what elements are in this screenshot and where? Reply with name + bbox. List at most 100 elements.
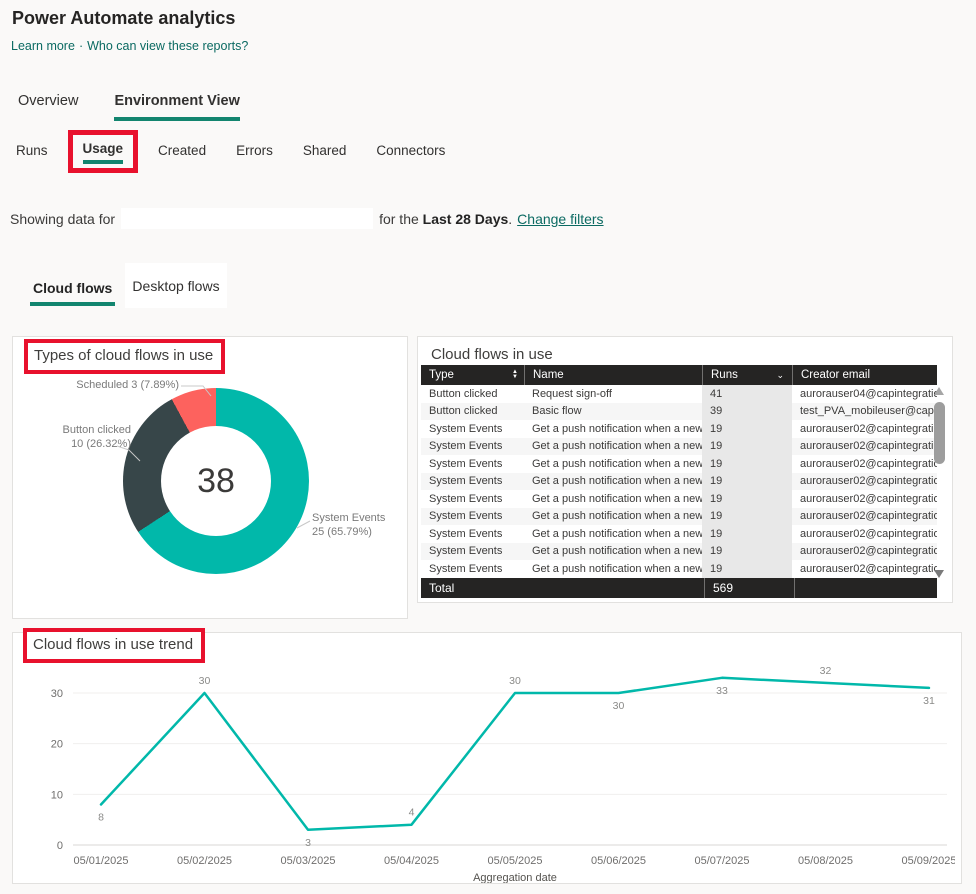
cell-runs: 19 bbox=[702, 420, 792, 438]
table-row[interactable]: Button clicked Request sign-off 41 auroraus… bbox=[421, 385, 937, 403]
svg-text:30: 30 bbox=[613, 700, 625, 712]
table-body: Button clicked Request sign-off 41 auroraus… bbox=[421, 385, 937, 578]
filter-period-suffix: . bbox=[508, 210, 513, 227]
link-separator: · bbox=[78, 39, 84, 53]
column-header-name[interactable]: Name bbox=[524, 365, 702, 385]
donut-card-title: Types of cloud flows in use bbox=[34, 347, 214, 364]
cell-name: Basic flow bbox=[532, 405, 582, 418]
page-title: Power Automate analytics bbox=[12, 8, 236, 28]
cell-creator: aurorauser02@capintegration01.onmic... bbox=[800, 422, 937, 435]
chevron-down-icon[interactable]: ⌄ bbox=[776, 369, 784, 380]
svg-text:33: 33 bbox=[716, 685, 728, 697]
svg-text:30: 30 bbox=[509, 675, 521, 687]
filter-summary: Showing data for for the Last 28 Days. C… bbox=[10, 208, 604, 229]
cell-name: Request sign-off bbox=[532, 387, 612, 400]
table-row[interactable]: System Events Get a push notification whe… bbox=[421, 420, 937, 438]
cell-creator: aurorauser02@capintegration01.onmic... bbox=[800, 527, 937, 540]
cell-creator: aurorauser02@capintegration01.onmic... bbox=[800, 562, 937, 575]
trend-title-annotation-box: Cloud flows in use trend bbox=[23, 628, 206, 663]
cloud-flows-in-use-card: Cloud flows in use Type ▲ ▼ Name Runs ⌄ C… bbox=[417, 336, 953, 603]
cell-runs: 19 bbox=[702, 490, 792, 508]
redacted-environment-name bbox=[121, 208, 374, 229]
donut-label-scheduled: Scheduled 3 (7.89%) bbox=[76, 379, 179, 391]
tab-runs[interactable]: Runs bbox=[16, 143, 48, 158]
column-header-creator-label: Creator email bbox=[801, 369, 871, 381]
table-scrollbar[interactable] bbox=[933, 385, 946, 578]
cell-name: Get a push notification when a new file … bbox=[532, 545, 702, 558]
cell-runs: 41 bbox=[702, 385, 792, 403]
cell-type: System Events bbox=[429, 440, 503, 453]
cell-type: System Events bbox=[429, 527, 503, 540]
tab-errors[interactable]: Errors bbox=[236, 143, 273, 158]
scrollbar-thumb[interactable] bbox=[934, 402, 945, 464]
cell-runs: 19 bbox=[702, 437, 792, 455]
cell-type: System Events bbox=[429, 562, 503, 575]
table-row[interactable]: System Events Get a push notification whe… bbox=[421, 542, 937, 560]
svg-text:32: 32 bbox=[820, 665, 832, 677]
change-filters-link[interactable]: Change filters bbox=[517, 210, 604, 227]
table-row[interactable]: System Events Get a push notification whe… bbox=[421, 437, 937, 455]
cell-type: System Events bbox=[429, 457, 503, 470]
donut-label-system-line2: 25 (65.79%) bbox=[312, 526, 372, 538]
cell-type: Button clicked bbox=[429, 387, 498, 400]
donut-label-button-clicked: Button clicked 10 (26.32%) bbox=[37, 423, 131, 451]
donut-title-annotation-box: Types of cloud flows in use bbox=[24, 339, 226, 374]
cell-creator: test_PVA_mobileuser@capintegration0... bbox=[800, 405, 937, 418]
tab-connectors[interactable]: Connectors bbox=[376, 143, 446, 158]
tab-shared[interactable]: Shared bbox=[302, 143, 347, 158]
table-row[interactable]: System Events Get a push notification whe… bbox=[421, 490, 937, 508]
who-can-view-link[interactable]: Who can view these reports? bbox=[87, 39, 249, 53]
cell-name: Get a push notification when a new file … bbox=[532, 527, 702, 540]
cloud-flows-trend-card: Cloud flows in use trend 0 10 20 30 8 05/01/2… bbox=[12, 628, 962, 884]
svg-text:31: 31 bbox=[923, 695, 935, 707]
column-header-name-label: Name bbox=[533, 369, 564, 381]
tab-environment-view[interactable]: Environment View bbox=[114, 93, 240, 121]
svg-text:05/04/2025: 05/04/2025 bbox=[384, 855, 439, 867]
tab-usage-highlight-box[interactable]: Usage bbox=[67, 129, 139, 173]
cell-creator: aurorauser02@capintegration01.onmic... bbox=[800, 475, 937, 488]
svg-text:3: 3 bbox=[305, 837, 311, 849]
learn-more-link[interactable]: Learn more bbox=[11, 39, 75, 53]
donut-label-button-line2: 10 (26.32%) bbox=[71, 438, 131, 450]
sort-icon[interactable]: ▲ ▼ bbox=[512, 369, 518, 380]
table-row[interactable]: System Events Get a push notification whe… bbox=[421, 507, 937, 525]
column-header-type[interactable]: Type ▲ ▼ bbox=[421, 365, 524, 385]
column-header-runs-label: Runs bbox=[711, 369, 738, 381]
table-row[interactable]: System Events Get a push notification whe… bbox=[421, 560, 937, 578]
svg-text:05/06/2025: 05/06/2025 bbox=[591, 855, 646, 867]
scroll-down-icon[interactable] bbox=[934, 570, 944, 578]
tab-cloud-flows[interactable]: Cloud flows bbox=[30, 280, 116, 306]
donut-center-value: 38 bbox=[197, 461, 235, 500]
table-row[interactable]: System Events Get a push notification whe… bbox=[421, 455, 937, 473]
cell-creator: aurorauser02@capintegration01.onmic... bbox=[800, 457, 937, 470]
cell-runs: 19 bbox=[702, 472, 792, 490]
trend-card-title: Cloud flows in use trend bbox=[33, 636, 194, 653]
cell-type: System Events bbox=[429, 545, 503, 558]
table-row[interactable]: System Events Get a push notification whe… bbox=[421, 472, 937, 490]
cell-type: System Events bbox=[429, 475, 503, 488]
tab-created[interactable]: Created bbox=[158, 143, 207, 158]
column-header-runs[interactable]: Runs ⌄ bbox=[702, 365, 792, 385]
column-header-creator-email[interactable]: Creator email bbox=[792, 365, 937, 385]
svg-text:05/05/2025: 05/05/2025 bbox=[487, 855, 542, 867]
svg-text:4: 4 bbox=[409, 807, 415, 819]
table-row[interactable]: Button clicked Basic flow 39 test_PVA_mobil… bbox=[421, 402, 937, 420]
cell-type: System Events bbox=[429, 492, 503, 505]
cell-creator: aurorauser02@capintegration01.onmic... bbox=[800, 545, 937, 558]
svg-text:05/08/2025: 05/08/2025 bbox=[798, 855, 853, 867]
total-empty-cell bbox=[794, 577, 937, 598]
tab-overview[interactable]: Overview bbox=[18, 93, 79, 109]
header-links: Learn more · Who can view these reports? bbox=[11, 39, 248, 53]
svg-text:05/03/2025: 05/03/2025 bbox=[280, 855, 335, 867]
table-row[interactable]: System Events Get a push notification whe… bbox=[421, 525, 937, 543]
cell-runs: 19 bbox=[702, 560, 792, 578]
filter-period: Last 28 Days bbox=[422, 210, 509, 227]
donut-label-system-line1: System Events bbox=[312, 512, 386, 524]
cell-runs: 19 bbox=[702, 525, 792, 543]
tab-desktop-flows[interactable]: Desktop flows bbox=[125, 263, 227, 308]
scroll-up-icon[interactable] bbox=[934, 387, 944, 395]
filter-prefix: Showing data for bbox=[10, 210, 116, 227]
donut-hole: 38 bbox=[161, 426, 271, 536]
trend-line-chart[interactable]: 0 10 20 30 8 05/01/2025 30 05/02/2025 3 05/03/202… bbox=[21, 665, 955, 883]
tab-usage[interactable]: Usage bbox=[82, 141, 124, 164]
